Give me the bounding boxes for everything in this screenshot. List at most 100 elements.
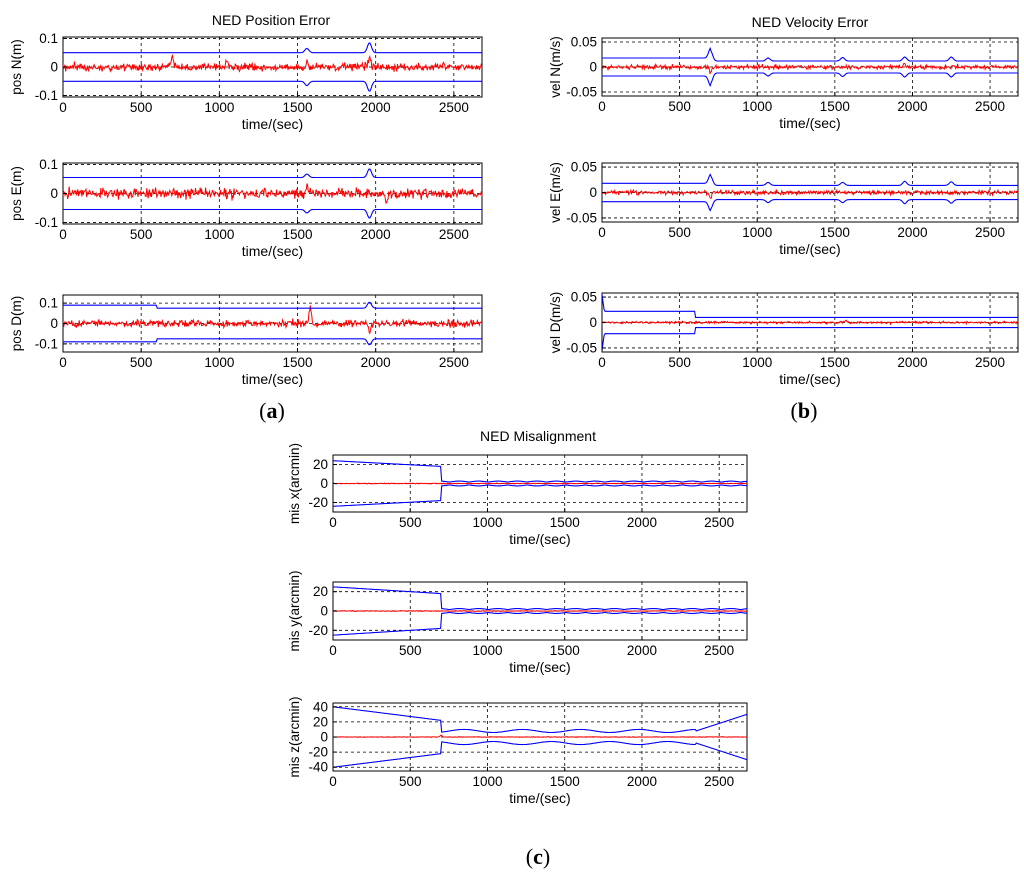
y-tick-label: 0 <box>320 476 328 491</box>
x-axis-label: time/(sec) <box>242 371 303 387</box>
x-tick-label: 2000 <box>361 227 391 242</box>
x-tick-label: 1000 <box>204 100 234 115</box>
chart-title-c: NED Misalignment <box>480 428 596 444</box>
x-tick-label: 500 <box>399 515 422 530</box>
x-tick-label: 0 <box>59 355 67 370</box>
x-tick-label: 1000 <box>742 99 772 114</box>
lower-bound-line <box>332 611 748 636</box>
error-series-line <box>601 62 1019 74</box>
x-axis-label: time/(sec) <box>242 243 303 259</box>
y-tick-label: 0 <box>320 730 328 745</box>
error-series-line <box>332 482 748 485</box>
upper-bound-line <box>63 42 482 54</box>
subplot-a-2: 0 500 1000 1500 2000 2500-0.100.1time/(sec)po… <box>9 157 483 259</box>
y-axis-label: vel E(m/s) <box>548 162 563 223</box>
x-tick-label: 2500 <box>439 100 469 115</box>
y-axis-label: mis y(arcmin) <box>287 571 302 652</box>
x-tick-label: 2000 <box>897 225 927 240</box>
x-tick-label: 1500 <box>820 355 850 370</box>
x-tick-label: 2500 <box>975 225 1005 240</box>
subplot-c-3: 0 500 1000 1500 2000 2500-40-2002040time/(sec… <box>287 697 748 806</box>
lower-bound-line <box>602 72 1018 88</box>
y-tick-label: -0.1 <box>35 215 58 230</box>
x-tick-label: 2000 <box>627 643 657 658</box>
y-tick-label: -0.05 <box>566 85 597 100</box>
x-tick-label: 500 <box>130 355 153 370</box>
y-axis-label: mis x(arcmin) <box>287 443 302 524</box>
x-tick-label: 2500 <box>704 515 734 530</box>
y-tick-label: 0.1 <box>39 296 58 311</box>
lower-bound-line <box>63 338 482 346</box>
subplot-b-3: 0 500 1000 1500 2000 2500-0.0500.05time/(sec)… <box>548 290 1019 387</box>
y-tick-label: 0.05 <box>571 160 597 175</box>
upper-bound-line <box>63 301 482 309</box>
chart-title-b: NED Velocity Error <box>752 14 869 30</box>
panel-label-a: (a) <box>259 398 285 423</box>
error-series-line <box>332 609 748 613</box>
x-tick-label: 500 <box>668 225 691 240</box>
subplot-c-2: 0 500 1000 1500 2000 2500-20020time/(sec)mis … <box>287 571 748 675</box>
lower-bound-line <box>601 327 1018 351</box>
lower-bound-line <box>602 199 1018 212</box>
error-series-line <box>62 53 483 73</box>
upper-bound-line <box>601 294 1018 318</box>
x-tick-label: 1500 <box>282 355 312 370</box>
y-tick-label: -40 <box>308 760 328 775</box>
subplot-a-1: 0 500 1000 1500 2000 2500-0.100.1time/(sec)po… <box>9 31 483 132</box>
x-tick-label: 1500 <box>550 774 580 789</box>
y-tick-label: -0.1 <box>35 88 58 103</box>
chart-title-a: NED Position Error <box>212 12 331 28</box>
y-tick-label: 0 <box>589 185 597 200</box>
y-tick-label: -0.1 <box>35 336 58 351</box>
x-tick-label: 1500 <box>282 100 312 115</box>
x-tick-label: 1000 <box>204 355 234 370</box>
y-axis-label: pos D(m) <box>9 296 24 352</box>
x-tick-label: 1500 <box>820 225 850 240</box>
plot-area: 0 500 1000 1500 2000 2500-0.100.1time/(sec)po… <box>9 31 1019 806</box>
x-tick-label: 1500 <box>282 227 312 242</box>
x-axis-label: time/(sec) <box>779 115 840 131</box>
x-tick-label: 2500 <box>439 355 469 370</box>
x-axis-label: time/(sec) <box>779 371 840 387</box>
y-axis-label: pos N(m) <box>9 39 24 95</box>
y-axis-label: vel D(m/s) <box>548 292 563 354</box>
x-tick-label: 0 <box>59 100 67 115</box>
lower-bound-line <box>63 80 482 92</box>
panel-label-c: (c) <box>526 844 550 869</box>
y-tick-label: 40 <box>313 699 328 714</box>
x-tick-label: 2000 <box>897 355 927 370</box>
y-tick-label: 0.05 <box>571 35 597 50</box>
x-tick-label: 1500 <box>550 643 580 658</box>
x-tick-label: 0 <box>329 515 337 530</box>
y-tick-label: 0 <box>50 316 58 331</box>
y-axis-label: vel N(m/s) <box>548 36 563 98</box>
lower-bound-line <box>332 484 748 507</box>
x-tick-label: 2500 <box>975 355 1005 370</box>
y-tick-label: 0.05 <box>571 290 597 305</box>
subplot-b-1: 0 500 1000 1500 2000 2500-0.0500.05time/(sec)… <box>548 35 1019 131</box>
x-axis-label: time/(sec) <box>509 790 570 806</box>
subplot-b-2: 0 500 1000 1500 2000 2500-0.0500.05time/(sec)… <box>548 160 1019 257</box>
y-tick-label: 0 <box>50 60 58 75</box>
x-tick-label: 1000 <box>742 355 772 370</box>
lower-bound-line <box>332 740 748 768</box>
y-tick-label: 0 <box>589 60 597 75</box>
error-series-line <box>332 734 748 739</box>
x-tick-label: 1000 <box>472 515 502 530</box>
y-tick-label: 0 <box>320 604 328 619</box>
x-tick-label: 2500 <box>975 99 1005 114</box>
x-tick-label: 500 <box>668 99 691 114</box>
x-axis-label: time/(sec) <box>242 116 303 132</box>
x-tick-label: 1500 <box>550 515 580 530</box>
y-tick-label: 0 <box>589 315 597 330</box>
y-tick-label: 20 <box>313 457 328 472</box>
y-tick-label: 20 <box>313 584 328 599</box>
x-tick-label: 500 <box>130 100 153 115</box>
x-tick-label: 0 <box>598 355 606 370</box>
y-tick-label: 0 <box>50 186 58 201</box>
x-tick-label: 2500 <box>704 774 734 789</box>
lower-bound-line <box>63 208 482 219</box>
upper-bound-line <box>332 460 748 483</box>
